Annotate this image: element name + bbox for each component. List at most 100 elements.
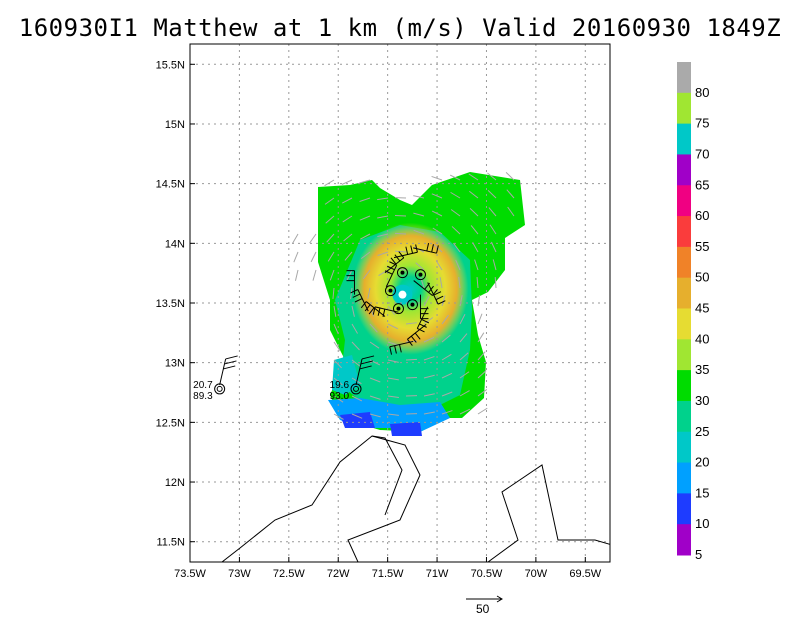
colorbar-label: 5 — [695, 547, 702, 562]
y-tick-label: 14.5N — [156, 179, 185, 191]
station-barb-feather — [359, 365, 372, 370]
colorbar: 80 75 70 65 60 55 50 45 40 35 30 25 20 15 10 5 — [677, 62, 709, 562]
wind-barb-feather — [354, 298, 363, 303]
wind-vector — [360, 251, 371, 260]
wind-vector — [344, 251, 353, 261]
wind-vector — [342, 197, 353, 204]
coastline-inlet — [371, 435, 403, 516]
wind-vector — [359, 215, 371, 221]
y-tick-label: 12N — [165, 477, 185, 489]
wind-vector — [451, 226, 461, 235]
wind-vector — [474, 259, 479, 271]
x-tick-label: 69.5W — [569, 568, 601, 580]
station-barb-feather — [223, 365, 236, 370]
wind-vector — [477, 370, 487, 379]
colorbar-label: 30 — [695, 393, 709, 408]
wind-vector — [423, 411, 435, 415]
wind-vector — [333, 413, 344, 420]
wind-vector — [477, 351, 486, 361]
wind-barb-shaft — [389, 340, 414, 348]
wind-vector — [441, 391, 453, 397]
colorbar-label: 80 — [695, 85, 709, 100]
wind-vector — [369, 413, 381, 418]
reference-vector-label: 50 — [476, 602, 490, 616]
wind-barb-feather — [394, 345, 397, 354]
wind-vector — [346, 269, 353, 281]
wind-vector — [492, 259, 497, 271]
x-tick-label: 71W — [426, 568, 449, 580]
wind-vector — [490, 241, 497, 253]
wind-barb-feather — [394, 254, 401, 262]
y-tick-label: 15N — [165, 119, 185, 131]
x-tick-label: 73.5W — [174, 568, 206, 580]
colorbar-label: 10 — [695, 516, 709, 531]
wind-vector — [405, 358, 418, 361]
station-dot — [388, 288, 393, 293]
station-barb-feather — [361, 355, 375, 360]
wind-barb-feather — [405, 246, 409, 255]
colorbar-label: 50 — [695, 270, 709, 285]
wind-vector — [423, 296, 430, 307]
station-ring — [414, 269, 426, 281]
wind-vector — [413, 229, 425, 235]
wind-vector — [343, 233, 353, 242]
wind-vector — [441, 372, 453, 379]
wind-barb-shaft — [357, 289, 369, 312]
wind-vector — [367, 287, 371, 299]
wind-barb-shaft — [385, 264, 398, 288]
wind-vector — [332, 287, 335, 299]
colorbar-segment — [677, 400, 691, 433]
wind-speed-field — [292, 171, 525, 436]
wind-vector — [450, 191, 461, 199]
wind-barb-shaft — [393, 251, 418, 259]
station-dot — [396, 306, 401, 311]
wind-vector — [377, 251, 389, 257]
colorbar-segment — [677, 62, 691, 94]
wind-vector — [369, 341, 380, 349]
x-tick-label: 71.5W — [372, 568, 404, 580]
wind-vector — [459, 371, 470, 379]
x-tick-label: 73W — [228, 568, 251, 580]
wind-vector — [377, 197, 389, 201]
wind-vector — [476, 276, 479, 289]
wind-vector — [477, 407, 488, 415]
wind-vector — [325, 215, 335, 224]
wind-vector — [394, 250, 407, 253]
wind-vector — [459, 390, 470, 397]
y-axis: 11.5N 12N 12.5N 13N 13.5N 14N 14.5N 15N 15.5N — [156, 59, 195, 549]
wind-vector — [387, 377, 399, 381]
wind-barb-feather — [436, 245, 439, 254]
station-pressure: 89.3 — [193, 391, 213, 402]
wind-barb-feather — [360, 301, 367, 309]
wind-vector — [468, 173, 479, 181]
colorbar-segment — [677, 246, 691, 279]
wind-vector — [413, 195, 425, 199]
wind-barb-shaft — [416, 306, 429, 329]
wind-vector — [360, 233, 371, 240]
wind-vector — [477, 389, 488, 397]
station-ring — [396, 267, 408, 279]
wind-vector — [494, 276, 497, 289]
colorbar-label: 15 — [695, 485, 709, 500]
wind-vector — [441, 410, 453, 415]
colorbar-label: 65 — [695, 177, 709, 192]
station-barb-feather — [224, 360, 237, 365]
coastline-guajira — [221, 435, 421, 562]
wind-vector — [453, 242, 461, 253]
wind-vector — [441, 334, 451, 343]
wind-vector — [293, 251, 299, 263]
station-barb-shaft — [219, 358, 227, 386]
wind-vector — [505, 171, 515, 181]
coastline — [221, 435, 610, 562]
y-tick-label: 13N — [165, 358, 185, 370]
wind-vector — [294, 269, 299, 281]
wind-barb-feather — [414, 332, 421, 340]
colorbar-label: 40 — [695, 331, 709, 346]
wind-vector — [351, 413, 363, 419]
wind-barb-feather — [398, 251, 405, 259]
wind-vector — [439, 277, 443, 289]
chart-title: 160930I1 Matthew at 1 km (m/s) Valid 201… — [18, 14, 782, 42]
wind-vector — [329, 269, 335, 281]
reference-vector: 50 — [466, 595, 503, 616]
